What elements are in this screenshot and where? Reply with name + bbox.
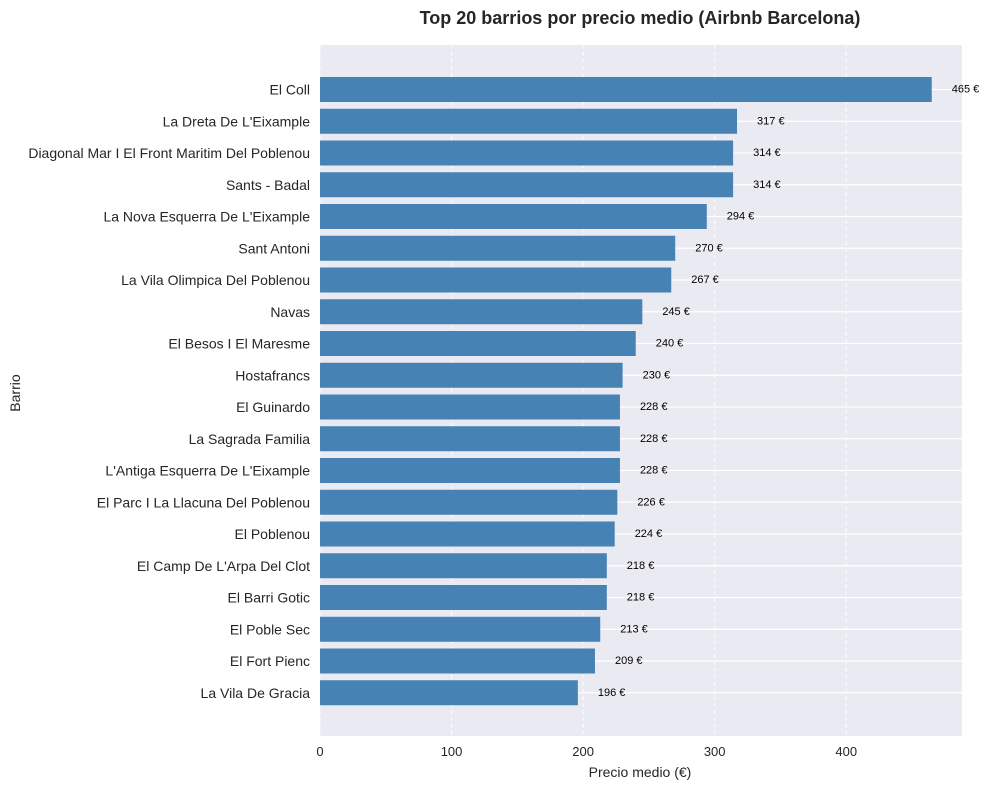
data-label: 294 € (727, 211, 755, 223)
y-tick-label: Diagonal Mar I El Front Maritim Del Pobl… (28, 145, 310, 161)
x-tick-label: 300 (704, 744, 726, 759)
data-label: 230 € (643, 369, 671, 381)
y-tick-label: El Poblenou (234, 526, 310, 542)
y-tick-label: La Vila Olimpica Del Poblenou (121, 272, 310, 288)
y-tick-label: Navas (270, 304, 310, 320)
bar (320, 235, 676, 261)
data-label: 228 € (640, 433, 668, 445)
bar (320, 489, 618, 515)
y-tick-label: La Vila De Gracia (201, 685, 311, 701)
bar (320, 108, 738, 134)
x-tick-label: 0 (316, 744, 323, 759)
data-label: 213 € (620, 623, 648, 635)
data-label: 218 € (627, 560, 655, 572)
data-label: 226 € (637, 496, 665, 508)
data-label: 228 € (640, 465, 668, 477)
y-tick-label: El Poble Sec (230, 621, 310, 637)
x-tick-label: 100 (441, 744, 463, 759)
data-label: 314 € (753, 147, 781, 159)
bar (320, 172, 734, 198)
bar (320, 331, 636, 356)
y-axis-label: Barrio (7, 374, 23, 412)
data-label: 245 € (662, 306, 690, 318)
y-tick-label: Sant Antoni (238, 240, 310, 256)
data-labels: 465 € 317 € 314 € 314 € 294 € 270 € 267 € 245 €… (598, 84, 979, 699)
y-tick-label: L'Antiga Esquerra De L'Eixample (105, 463, 310, 479)
data-label: 196 € (598, 687, 626, 699)
y-tick-label: El Parc I La Llacuna Del Poblenou (97, 494, 310, 510)
data-label: 209 € (615, 655, 643, 667)
y-tick-label: El Fort Pienc (230, 653, 310, 669)
data-label: 218 € (627, 592, 655, 604)
y-tick-label: El Coll (270, 82, 310, 98)
chart-title: Top 20 barrios por precio medio (Airbnb … (420, 8, 861, 28)
bar (320, 426, 620, 452)
bar (320, 362, 623, 388)
y-tick-label: Sants - Badal (226, 177, 310, 193)
x-tick-label: 200 (572, 744, 594, 759)
bar (320, 458, 620, 483)
bar (320, 204, 707, 229)
data-label: 317 € (757, 115, 785, 127)
bar (320, 616, 601, 642)
bar (320, 585, 607, 610)
data-label: 267 € (691, 274, 719, 286)
data-label: 314 € (753, 179, 781, 191)
bar (320, 521, 615, 547)
y-tick-label: El Guinardo (236, 399, 310, 415)
x-tick-labels: 0 100 200 300 400 (316, 744, 857, 759)
bar (320, 77, 932, 102)
data-label: 224 € (635, 528, 663, 540)
data-label: 228 € (640, 401, 668, 413)
bar (320, 299, 643, 325)
bar (320, 553, 607, 579)
y-tick-label: La Dreta De L'Eixample (163, 113, 311, 129)
y-tick-labels: El Coll La Dreta De L'Eixample Diagonal Ma… (28, 82, 310, 701)
data-label: 270 € (695, 242, 723, 254)
y-tick-label: El Camp De L'Arpa Del Clot (137, 558, 310, 574)
y-tick-label: La Nova Esquerra De L'Eixample (103, 209, 310, 225)
data-label: 240 € (656, 338, 684, 350)
bar (320, 140, 734, 166)
bar (320, 648, 595, 674)
x-axis-label: Precio medio (€) (589, 764, 692, 780)
x-tick-label: 400 (835, 744, 857, 759)
y-tick-label: El Besos I El Maresme (168, 336, 310, 352)
y-tick-label: La Sagrada Familia (189, 431, 311, 447)
bar (320, 267, 672, 293)
data-label: 465 € (952, 84, 980, 96)
bar (320, 394, 620, 420)
y-tick-label: Hostafrancs (235, 367, 310, 383)
bars (320, 77, 932, 706)
bar (320, 680, 578, 706)
y-tick-label: El Barri Gotic (228, 590, 310, 606)
